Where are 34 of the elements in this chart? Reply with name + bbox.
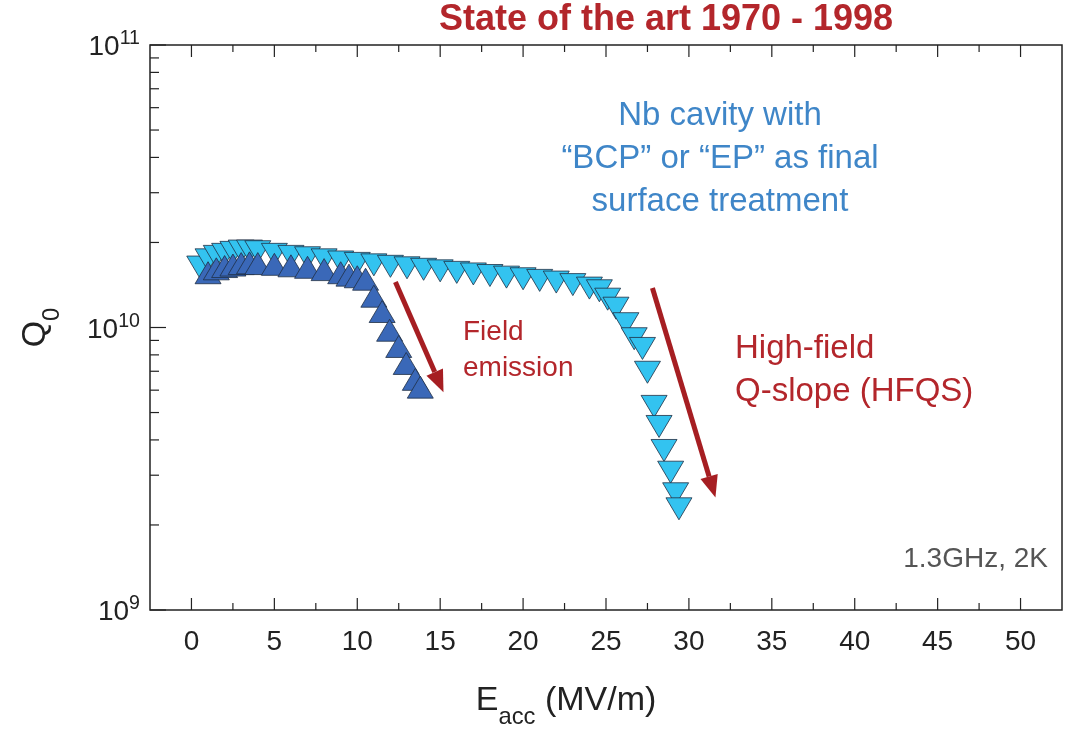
x-tick-label: 50	[1004, 625, 1037, 656]
y-tick-label: 10$^{10}$	[87, 308, 141, 344]
point	[392, 352, 420, 375]
point	[352, 267, 379, 291]
annotation: Field emission	[463, 315, 574, 383]
point	[665, 497, 693, 521]
annotation: High-field Q-slope (HFQS)	[735, 328, 974, 408]
x-tick-label: 10	[341, 625, 373, 656]
annotation: Nb cavity with “BCP” or “EP” as final surface treatment	[561, 95, 879, 218]
x-tick-label: 0	[183, 625, 200, 656]
point	[629, 337, 656, 360]
point	[602, 296, 630, 320]
x-tick-label: 30	[673, 625, 705, 656]
point	[376, 318, 404, 342]
point	[634, 360, 661, 384]
point	[657, 460, 685, 484]
point	[406, 375, 434, 399]
y-tick-label: 10$^{11}$	[88, 26, 140, 61]
point	[645, 415, 673, 438]
x-tick-label: 45	[922, 625, 954, 656]
annotation: 1.3GHz, 2K	[903, 542, 1049, 573]
point	[385, 335, 413, 358]
x-axis-title: E$_{acc}$ (MV/m)	[475, 679, 657, 729]
x-tick-label: 20	[507, 625, 539, 656]
point	[640, 394, 668, 418]
chart-title: State of the art 1970 - 1998	[438, 0, 894, 38]
point	[650, 439, 678, 462]
x-tick-label: 15	[424, 625, 456, 656]
x-tick-label: 35	[756, 625, 788, 656]
x-tick-label: 40	[839, 625, 871, 656]
x-tick-label: 5	[266, 625, 283, 656]
point	[368, 300, 396, 323]
y-tick-label: 10$^{9}$	[97, 591, 140, 626]
x-tick-label: 25	[590, 625, 622, 656]
